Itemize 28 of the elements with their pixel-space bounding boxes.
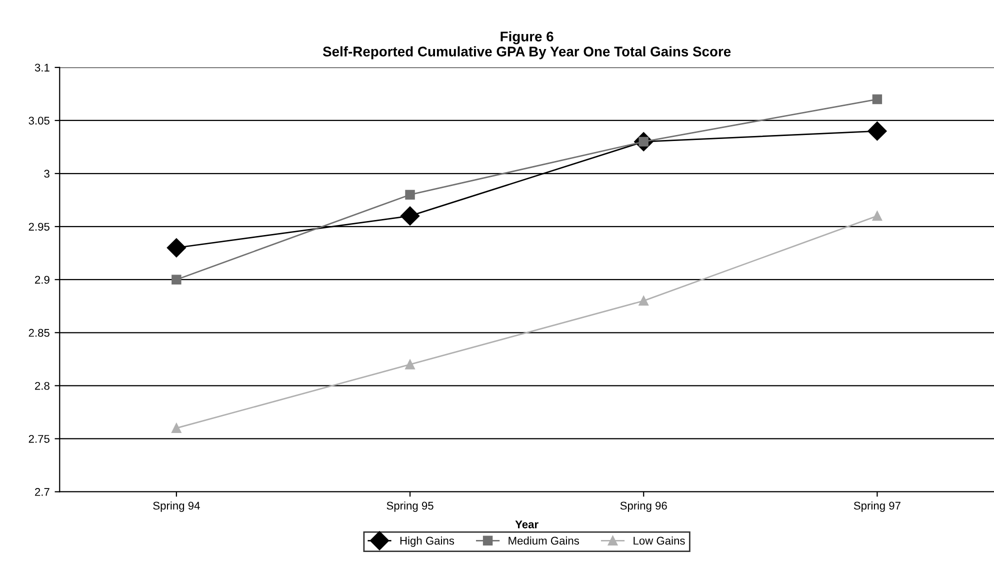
y-tick-label: 2.8 [35, 382, 50, 390]
legend-label: Medium Gains [508, 536, 580, 545]
legend-label: High Gains [400, 536, 454, 547]
x-axis-title: Year [515, 520, 538, 528]
y-tick-label: 3 [44, 170, 50, 178]
legend-label: Low Gains [634, 536, 685, 545]
point [872, 211, 882, 221]
y-tick-label: 2.85 [28, 328, 50, 337]
x-tick-label: Spring 95 [386, 501, 434, 512]
point [400, 206, 420, 226]
point [638, 296, 648, 306]
point [172, 423, 182, 433]
point [172, 274, 182, 284]
x-tick-label: Spring 94 [153, 501, 200, 512]
y-tick-label: 3.05 [28, 116, 50, 125]
y-tick-label: 2.75 [28, 434, 50, 443]
point [166, 238, 186, 258]
y-tick-label: 3.1 [34, 64, 50, 72]
point [872, 94, 882, 104]
y-tick-label: 2.7 [35, 488, 50, 496]
x-tick-label: Spring 96 [620, 501, 667, 512]
y-tick-label: 2.9 [35, 276, 50, 284]
chart-title: Figure 6 Self-Reported Cumulative GPA By Year One Total Gains Score [322, 31, 731, 60]
point [405, 360, 415, 370]
x-tick-label: Spring 97 [854, 501, 900, 512]
y-tick-label: 2.95 [28, 222, 50, 231]
point [868, 122, 887, 141]
point [405, 190, 415, 200]
